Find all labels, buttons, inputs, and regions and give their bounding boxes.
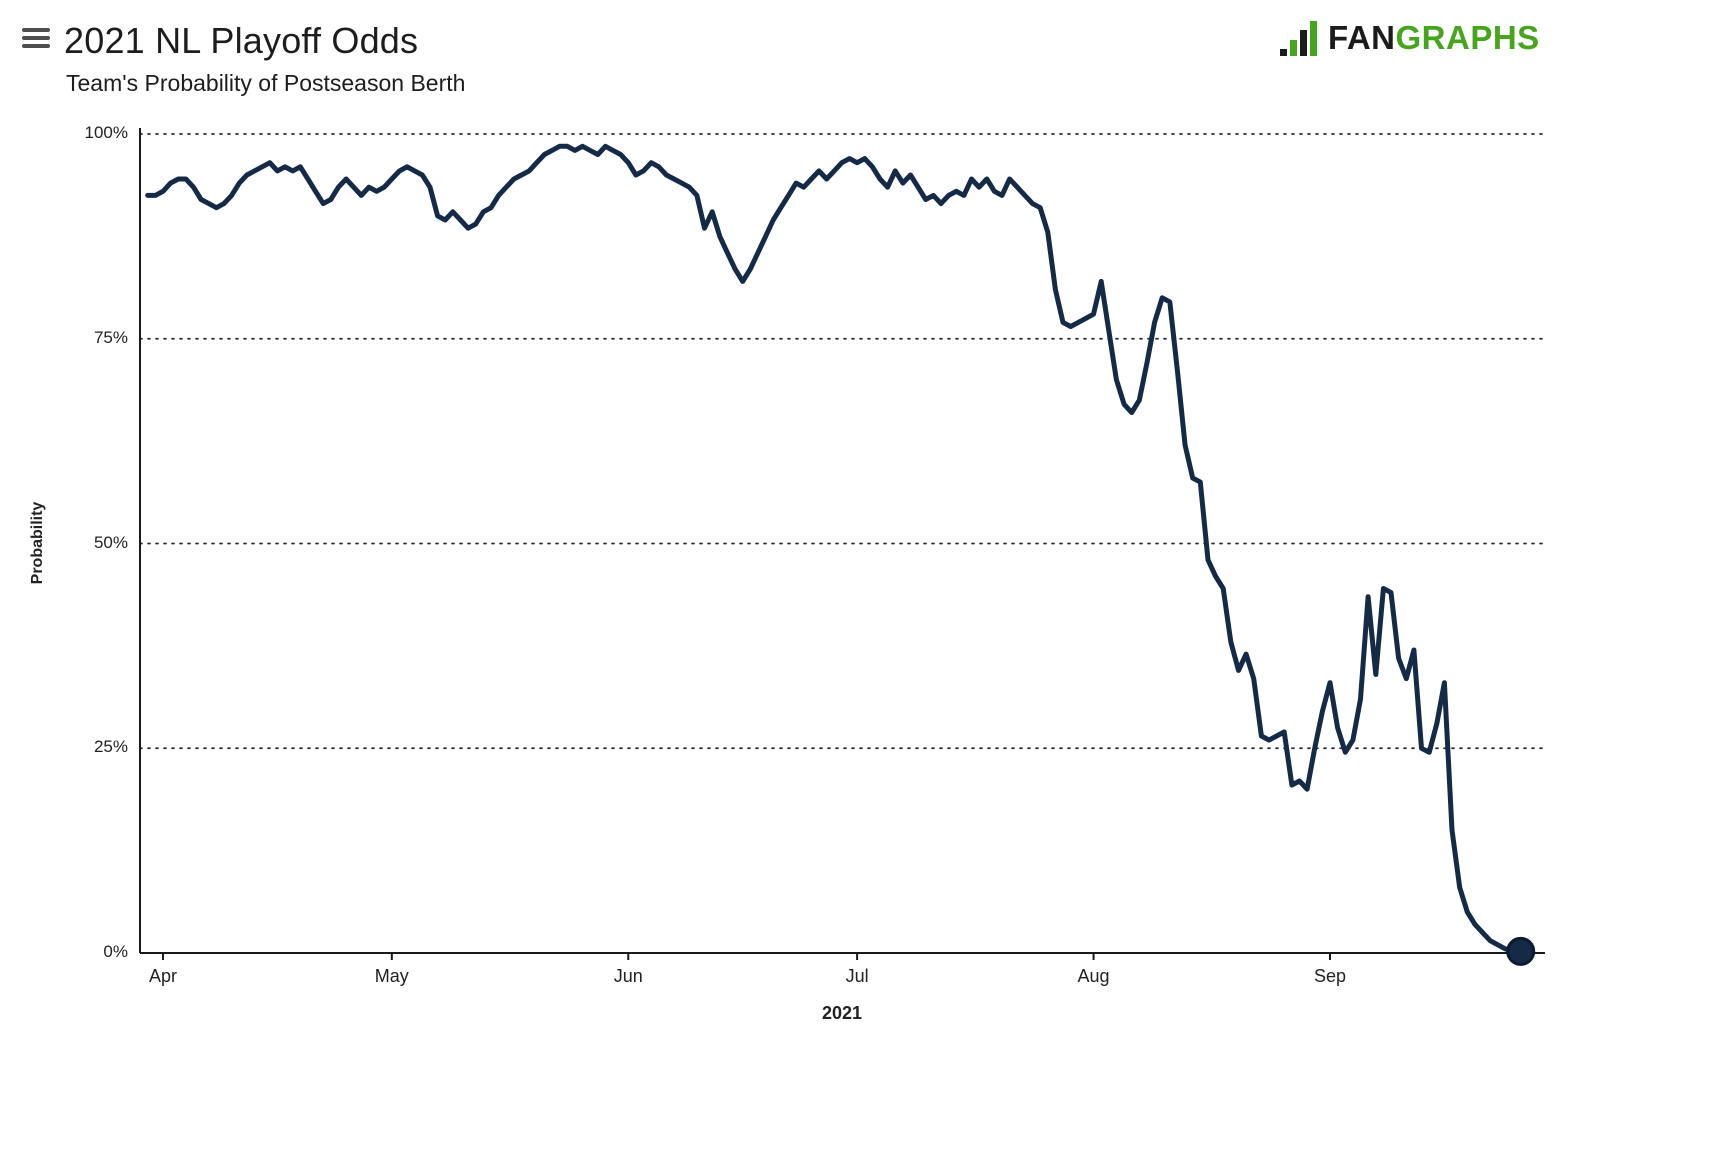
page-title: 2021 NL Playoff Odds xyxy=(64,20,419,61)
logo-text-graphs: GRAPHS xyxy=(1395,19,1540,56)
y-tick-label: 75% xyxy=(93,327,128,347)
page-subtitle: Team's Probability of Postseason Berth xyxy=(66,70,466,96)
fangraphs-logo[interactable]: FAN GRAPHS xyxy=(1278,18,1540,58)
x-tick-label: Jul xyxy=(845,966,869,986)
y-tick-label: 25% xyxy=(93,737,128,757)
menu-bar xyxy=(22,28,50,32)
x-tick-label: May xyxy=(374,966,409,986)
endpoint-marker[interactable] xyxy=(1506,936,1536,966)
menu-icon[interactable] xyxy=(22,28,50,52)
y-tick-label: 0% xyxy=(103,942,128,961)
fangraphs-logo-icon xyxy=(1280,21,1317,56)
x-tick-label: Apr xyxy=(148,966,178,986)
y-tick-label: 50% xyxy=(93,532,128,552)
x-axis-label: 2021 xyxy=(821,1003,863,1023)
x-tick-label: Sep xyxy=(1313,966,1347,986)
odds-line[interactable] xyxy=(145,143,1524,954)
logo-text-fan: FAN xyxy=(1328,19,1396,56)
x-tick-label: Jun xyxy=(613,966,643,986)
menu-bar xyxy=(22,36,50,40)
menu-bar xyxy=(22,44,50,48)
y-tick-label: 100% xyxy=(84,123,128,142)
x-tick-label: Aug xyxy=(1077,966,1110,986)
